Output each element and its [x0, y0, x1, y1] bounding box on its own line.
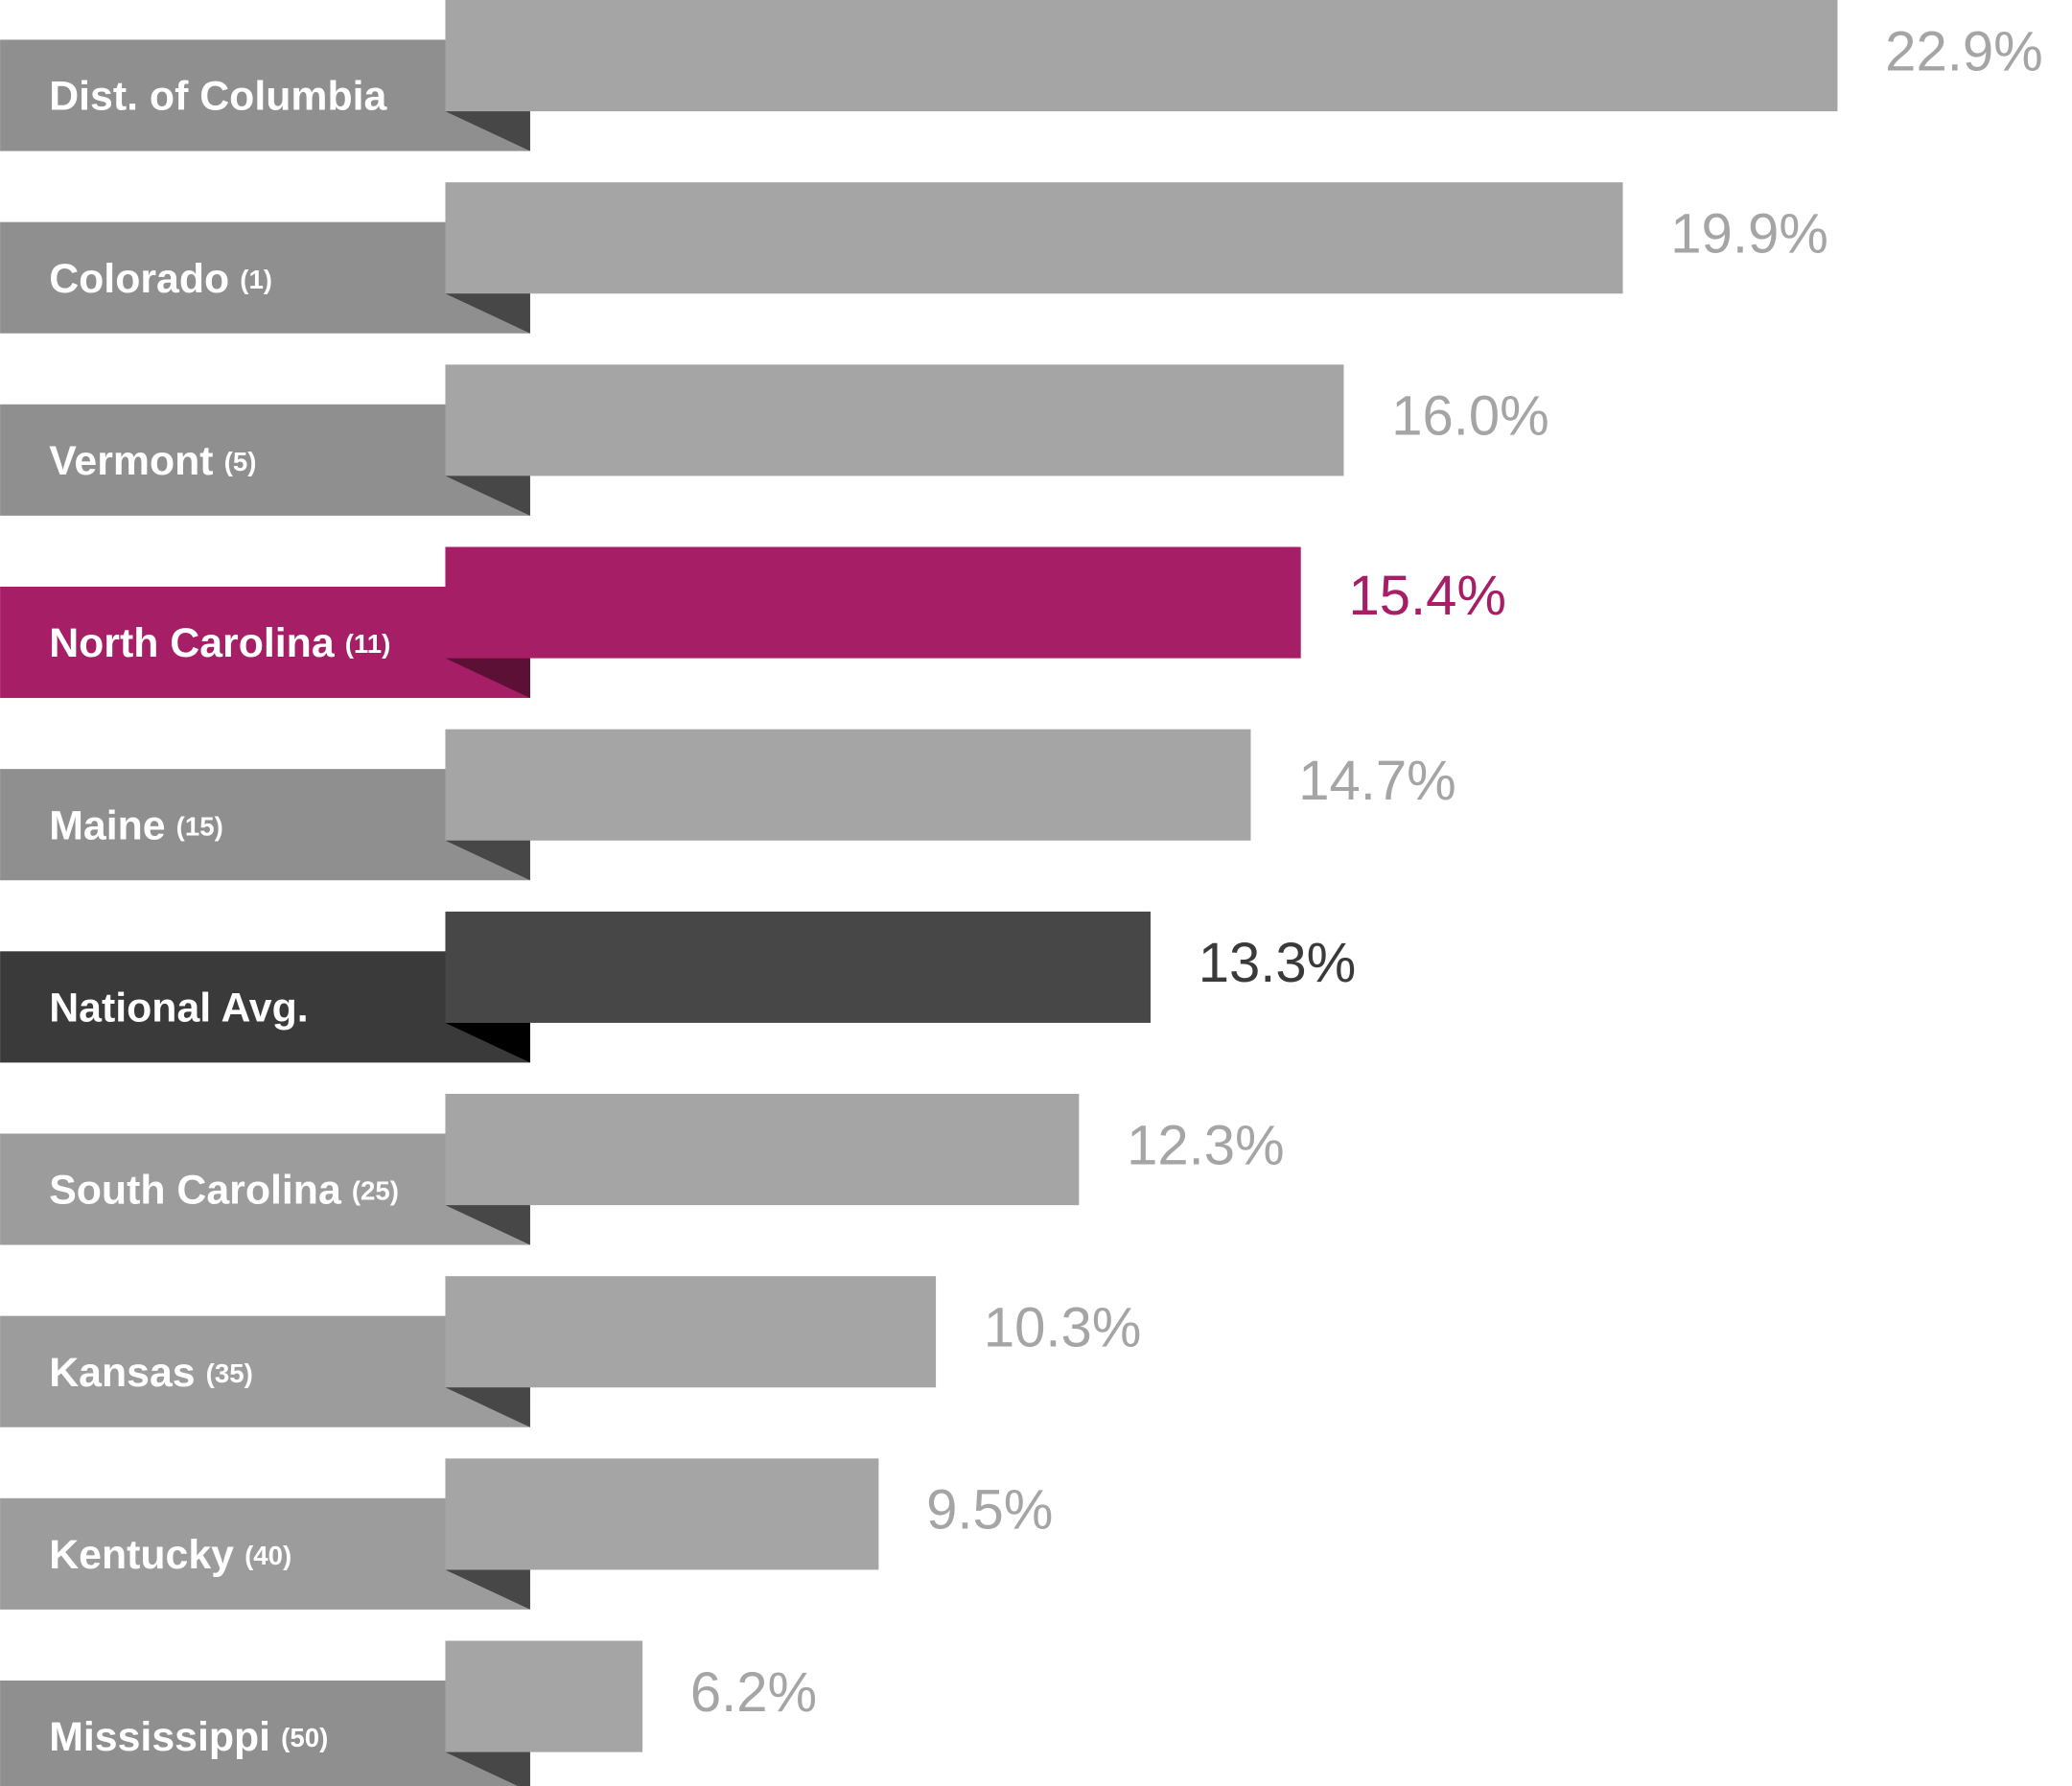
label-box [0, 769, 530, 881]
bar [445, 1640, 643, 1752]
rank-label: (40) [244, 1541, 291, 1570]
label-box [0, 1497, 530, 1610]
value-label: 12.3% [1127, 1114, 1285, 1176]
fold [445, 840, 530, 881]
value-label: 19.9% [1670, 203, 1828, 266]
fold [445, 658, 530, 699]
category-name: Kansas [49, 1350, 195, 1396]
value-label: 22.9% [1885, 20, 2043, 82]
fold [445, 1569, 530, 1610]
fold [445, 1022, 530, 1063]
value-label: 6.2% [690, 1661, 817, 1724]
fold [445, 293, 530, 334]
label-box [0, 221, 530, 334]
fold [445, 1751, 530, 1786]
rank-label: (15) [176, 812, 223, 842]
category-label: Vermont (5) [49, 438, 256, 484]
category-name: Mississippi [49, 1714, 270, 1760]
value-label: 14.7% [1298, 750, 1456, 812]
fold [445, 1387, 530, 1427]
rank-label: (1) [240, 265, 272, 294]
category-label: South Carolina (25) [49, 1168, 399, 1214]
category-label: Kansas (35) [49, 1350, 253, 1396]
category-label: North Carolina (11) [49, 620, 390, 666]
label-box [0, 1680, 530, 1786]
label-box [0, 586, 530, 699]
category-name: South Carolina [49, 1168, 342, 1214]
value-label: 13.3% [1199, 932, 1357, 994]
bar [445, 1094, 1080, 1206]
value-label: 10.3% [984, 1297, 1142, 1359]
category-name: Colorado [49, 256, 229, 302]
bar [445, 546, 1301, 659]
category-label: Mississippi (50) [49, 1714, 328, 1760]
category-label: National Avg. [49, 986, 308, 1032]
category-name: Kentucky [49, 1532, 234, 1578]
rank-label: (5) [224, 447, 257, 476]
bar [445, 182, 1623, 294]
rank-label: (50) [281, 1723, 328, 1752]
rank-label: (25) [352, 1176, 399, 1206]
category-name: North Carolina [49, 620, 336, 666]
bar [445, 364, 1344, 476]
fold [445, 475, 530, 516]
label-box [0, 404, 530, 516]
fold [445, 1205, 530, 1245]
category-label: Colorado (1) [49, 256, 272, 302]
bar [445, 0, 1838, 112]
category-label: Dist. of Columbia [49, 74, 387, 120]
value-label: 15.4% [1348, 565, 1506, 627]
category-name: Vermont [49, 438, 213, 484]
category-name: Maine [49, 803, 165, 849]
category-label: Maine (15) [49, 803, 223, 849]
rank-label: (11) [345, 629, 391, 659]
bar [445, 729, 1251, 841]
bar [445, 1458, 879, 1570]
category-label: Kentucky (40) [49, 1532, 291, 1578]
bar [445, 911, 1151, 1023]
value-label: 16.0% [1391, 385, 1549, 448]
category-name: National Avg. [49, 986, 308, 1032]
fold [445, 111, 530, 151]
value-label: 9.5% [926, 1479, 1053, 1542]
rank-label: (35) [206, 1358, 253, 1388]
label-box [0, 1315, 530, 1427]
label-box [0, 1133, 530, 1245]
label-box [0, 39, 530, 151]
bar [445, 1276, 937, 1388]
category-name: Dist. of Columbia [49, 74, 387, 120]
label-box [0, 951, 530, 1063]
